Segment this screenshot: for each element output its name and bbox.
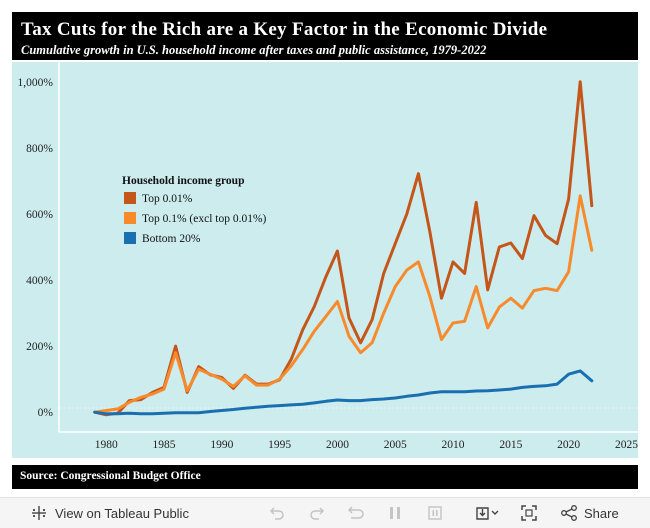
chart-subtitle: Cumulative growth in U.S. household inco… — [21, 43, 487, 57]
x-tick-label: 1985 — [153, 439, 176, 451]
fullscreen-icon — [520, 504, 538, 522]
undo-icon — [268, 504, 286, 522]
y-tick-label: 800% — [26, 143, 53, 155]
source-text: Source: Congressional Budget Office — [20, 470, 201, 482]
y-tick-label: 600% — [26, 209, 53, 221]
x-tick-label: 1995 — [268, 439, 291, 451]
x-tick-label: 1990 — [210, 439, 233, 451]
pause-button[interactable] — [386, 498, 404, 528]
plot-background — [12, 62, 638, 458]
download-button[interactable] — [474, 498, 500, 528]
pause-on-update-button[interactable] — [426, 498, 444, 528]
y-tick-label: 1,000% — [18, 77, 54, 89]
download-icon — [474, 504, 500, 522]
title-bar: Tax Cuts for the Rich are a Key Factor i… — [12, 12, 638, 60]
x-tick-label: 1980 — [95, 439, 118, 451]
y-tick-label: 200% — [26, 341, 53, 353]
x-tick-label: 2005 — [384, 439, 407, 451]
legend-swatch[interactable] — [124, 192, 136, 204]
x-tick-label: 2025 — [615, 439, 638, 451]
share-button[interactable]: Share — [560, 498, 619, 528]
pause-update-icon — [426, 504, 444, 522]
series-line-3[interactable] — [93, 369, 594, 416]
y-tick-label: 0% — [38, 407, 54, 419]
fullscreen-button[interactable] — [520, 498, 538, 528]
legend-title: Household income group — [122, 175, 244, 187]
line-chart[interactable]: 0% 200% 400% 600% 800% 1,000% 1980 1985 1990 199… — [12, 62, 638, 458]
tableau-logo-icon — [30, 504, 48, 522]
x-tick-label: 2020 — [557, 439, 580, 451]
tableau-toolbar: View on Tableau Public — [0, 497, 650, 528]
pause-icon — [386, 504, 404, 522]
redo-button[interactable] — [308, 498, 326, 528]
series-lines — [93, 80, 594, 417]
legend-item-label[interactable]: Top 0.1% (excl top 0.01%) — [142, 213, 267, 225]
x-axis: 1980 1985 1990 1995 2000 2005 2010 2015 2020 2025 — [95, 439, 638, 451]
revert-icon — [347, 504, 365, 522]
view-on-tableau-label: View on Tableau Public — [55, 505, 189, 521]
series-line-2[interactable] — [93, 194, 594, 414]
legend: Household income group Top 0.01% Top 0.1% … — [122, 175, 267, 245]
revert-button[interactable] — [347, 498, 365, 528]
legend-swatch[interactable] — [124, 232, 136, 244]
chart-area: 0% 200% 400% 600% 800% 1,000% 1980 1985 1990 199… — [12, 62, 638, 458]
x-tick-label: 2010 — [442, 439, 465, 451]
legend-item-label[interactable]: Top 0.01% — [142, 193, 193, 205]
chart-title: Tax Cuts for the Rich are a Key Factor i… — [21, 19, 548, 40]
x-tick-label: 2015 — [499, 439, 522, 451]
legend-swatch[interactable] — [124, 212, 136, 224]
undo-button[interactable] — [268, 498, 286, 528]
view-on-tableau-button[interactable]: View on Tableau Public — [30, 498, 189, 528]
share-label: Share — [584, 505, 619, 521]
source-bar: Source: Congressional Budget Office — [12, 465, 638, 489]
x-tick-label: 2000 — [326, 439, 349, 451]
share-icon — [560, 504, 578, 522]
y-tick-label: 400% — [26, 275, 53, 287]
legend-item-label[interactable]: Bottom 20% — [142, 233, 201, 245]
series-line-1[interactable] — [93, 80, 594, 417]
y-axis: 0% 200% 400% 600% 800% 1,000% — [18, 77, 54, 419]
redo-icon — [308, 504, 326, 522]
